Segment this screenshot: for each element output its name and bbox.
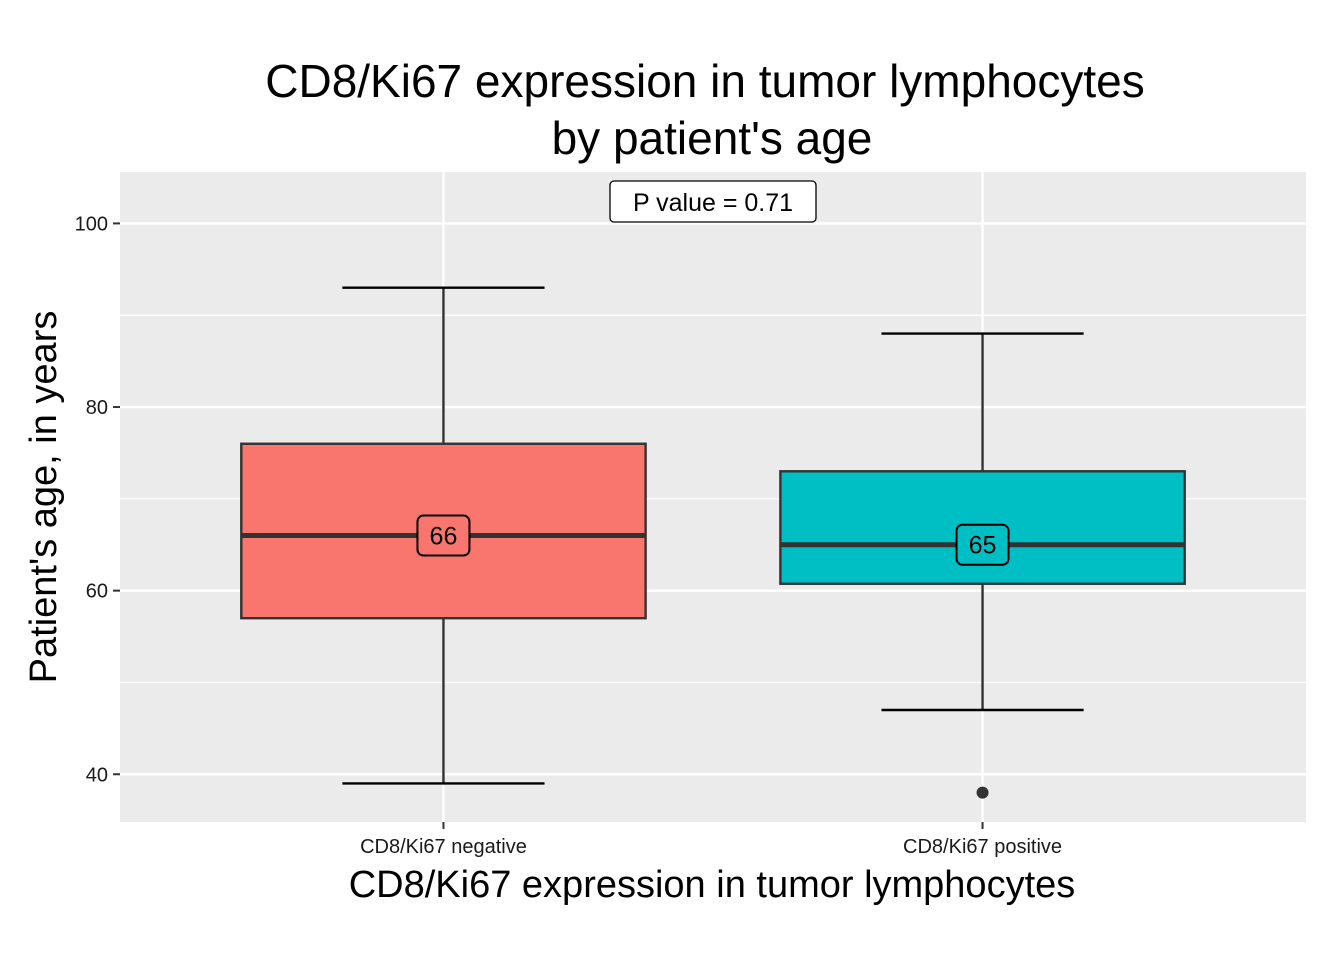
chart-title-line-2: by patient's age bbox=[552, 112, 873, 164]
box-1: 66 bbox=[240, 286, 647, 785]
y-tick-label: 100 bbox=[75, 213, 108, 235]
p-value-label: P value = 0.71 bbox=[633, 189, 793, 217]
chart-title-line-1: CD8/Ki67 expression in tumor lymphocytes bbox=[265, 55, 1144, 107]
y-tick-label: 60 bbox=[86, 581, 108, 603]
axes-layer: 40 60 80 100 CD8/Ki67 negative CD8/Ki67 posit… bbox=[75, 213, 1062, 858]
median-label: 65 bbox=[955, 523, 1010, 566]
x-axis-title: CD8/Ki67 expression in tumor lymphocytes bbox=[349, 864, 1076, 906]
p-value-annotation: P value = 0.71 bbox=[609, 180, 817, 223]
boxes-layer: 66 65 bbox=[240, 286, 1186, 799]
median-label-text: 66 bbox=[430, 523, 458, 551]
x-tick-label: CD8/Ki67 positive bbox=[903, 836, 1062, 858]
x-tick-label: CD8/Ki67 negative bbox=[360, 836, 527, 858]
y-tick-label: 80 bbox=[86, 397, 108, 419]
median-label-box bbox=[955, 523, 1010, 566]
box-2: 65 bbox=[779, 332, 1186, 799]
p-value-box bbox=[609, 180, 817, 223]
median-label-text: 65 bbox=[969, 532, 997, 560]
y-axis-title: Patient's age, in years bbox=[23, 311, 65, 684]
median-label: 66 bbox=[416, 514, 471, 557]
outlier-point bbox=[976, 786, 989, 799]
y-tick-label: 40 bbox=[86, 764, 108, 786]
median-label-box bbox=[416, 514, 471, 557]
